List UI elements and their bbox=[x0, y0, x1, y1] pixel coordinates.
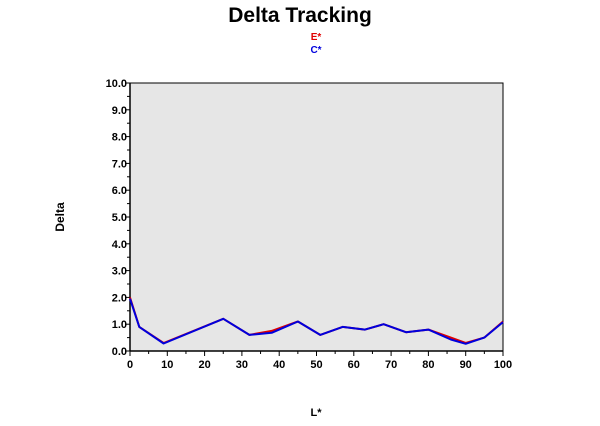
x-tick-label: 0 bbox=[127, 359, 133, 371]
x-tick-label: 60 bbox=[348, 359, 360, 371]
chart-title: Delta Tracking bbox=[228, 4, 372, 27]
x-tick-label: 80 bbox=[422, 359, 434, 371]
x-tick-label: 70 bbox=[385, 359, 397, 371]
x-tick-label: 20 bbox=[198, 359, 210, 371]
x-tick-label: 90 bbox=[460, 359, 472, 371]
y-tick-label: 4.0 bbox=[112, 239, 127, 251]
y-tick-label: 10.0 bbox=[106, 78, 127, 90]
x-tick-label: 100 bbox=[494, 359, 512, 371]
x-tick-label: 40 bbox=[273, 359, 285, 371]
y-tick-label: 6.0 bbox=[112, 185, 127, 197]
x-tick-label: 50 bbox=[310, 359, 322, 371]
y-tick-label: 7.0 bbox=[112, 158, 127, 170]
x-tick-label: 30 bbox=[236, 359, 248, 371]
y-tick-label: 3.0 bbox=[112, 266, 127, 278]
series-line-c bbox=[129, 298, 504, 345]
legend-entry-c: C* bbox=[310, 45, 322, 56]
x-axis-label: L* bbox=[310, 407, 322, 419]
axes: 0.0 1.0 2.0 3.0 4.0 5.0 6.0 7.0 8.0 9.0 10.0 0 10 20 3… bbox=[106, 78, 513, 371]
series-layer bbox=[129, 297, 504, 345]
y-tick-label: 2.0 bbox=[112, 292, 127, 304]
y-tick-label: 9.0 bbox=[112, 105, 127, 117]
y-tick-label: 8.0 bbox=[112, 132, 127, 144]
y-tick-label: 1.0 bbox=[112, 319, 127, 331]
x-tick-label: 10 bbox=[161, 359, 173, 371]
plot-area bbox=[129, 82, 504, 352]
y-tick-label: 0.0 bbox=[112, 346, 127, 358]
legend-entry-e: E* bbox=[310, 32, 322, 43]
y-tick-label: 5.0 bbox=[112, 212, 127, 224]
